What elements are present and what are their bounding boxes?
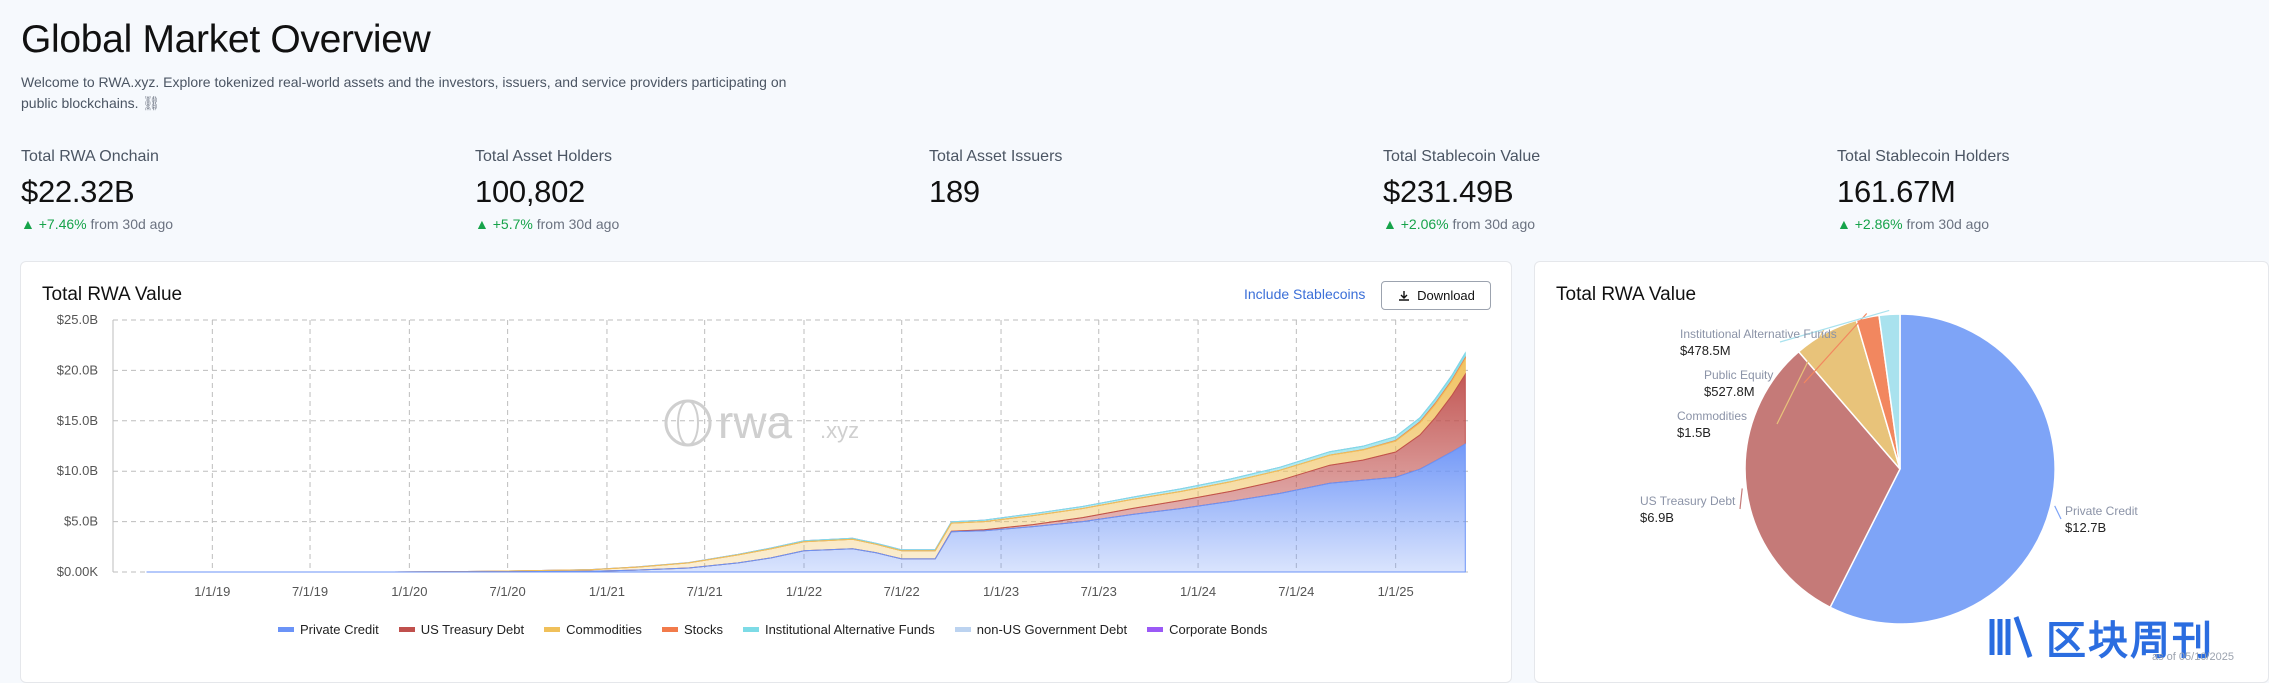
- legend-item[interactable]: Stocks: [661, 622, 723, 637]
- stat-change: ▲ +7.46% from 30d ago: [21, 216, 173, 232]
- pie-card-title: Total RWA Value: [1556, 284, 1697, 305]
- stat-change: ▲ +2.86% from 30d ago: [1837, 216, 2010, 232]
- stat-value: 189: [929, 174, 980, 209]
- up-arrow-icon: ▲: [1383, 216, 1401, 232]
- legend-item[interactable]: Private Credit: [278, 622, 379, 637]
- brand-logo-icon: [1989, 616, 2033, 658]
- stat-change-suffix: from 30d ago: [1452, 216, 1536, 232]
- legend-swatch: [398, 627, 415, 632]
- stat-change-suffix: from 30d ago: [90, 216, 174, 232]
- legend-label: Stocks: [683, 622, 723, 637]
- up-arrow-icon: ▲: [21, 216, 39, 232]
- include-stablecoins-link[interactable]: Include Stablecoins: [1244, 286, 1366, 302]
- as-of-date: as of 05/10/2025: [2152, 651, 2234, 663]
- stat-card: Total RWA Onchain $22.32B ▲ +7.46% from 30…: [21, 148, 173, 232]
- stat-value: 161.67M: [1837, 174, 1956, 209]
- stat-label: Total Asset Holders: [475, 148, 612, 165]
- stat-card: Total Stablecoin Holders 161.67M ▲ +2.86% …: [1837, 148, 2010, 232]
- legend-label: Institutional Alternative Funds: [764, 622, 935, 637]
- area-card-title: Total RWA Value: [42, 284, 183, 305]
- legend-label: Commodities: [566, 622, 642, 637]
- up-arrow-icon: ▲: [475, 216, 493, 232]
- stat-value: 100,802: [475, 174, 585, 209]
- link-icon[interactable]: ⛓: [142, 95, 161, 111]
- download-button[interactable]: Download: [1381, 281, 1491, 310]
- legend-swatch: [661, 627, 678, 632]
- download-label: Download: [1417, 288, 1475, 303]
- stat-label: Total Stablecoin Value: [1383, 148, 1541, 165]
- legend-swatch: [544, 627, 561, 632]
- legend-item[interactable]: US Treasury Debt: [398, 622, 525, 637]
- stat-value: $22.32B: [21, 174, 135, 209]
- brand-logo-text: 区块周刊: [2046, 618, 2214, 664]
- download-icon: [1399, 290, 1410, 301]
- legend-label: Corporate Bonds: [1169, 622, 1268, 637]
- legend-label: non-US Government Debt: [976, 622, 1128, 637]
- stat-change: ▲ +2.06% from 30d ago: [1383, 216, 1540, 232]
- legend-item[interactable]: Corporate Bonds: [1147, 622, 1267, 637]
- legend-swatch: [742, 627, 759, 632]
- legend-item[interactable]: Institutional Alternative Funds: [742, 622, 935, 637]
- legend-swatch: [1147, 627, 1164, 632]
- stat-value: $231.49B: [1383, 174, 1514, 209]
- legend-label: US Treasury Debt: [420, 622, 525, 637]
- legend-swatch: [278, 627, 294, 632]
- stat-change-value: +2.06%: [1400, 216, 1449, 232]
- legend-label: Private Credit: [300, 622, 379, 637]
- stat-card: Total Asset Holders 100,802 ▲ +5.7% from 3…: [475, 148, 619, 232]
- brand-watermark: 区块周刊: [1988, 608, 2214, 666]
- intro-paragraph: Welcome to RWA.xyz. Explore tokenized re…: [21, 74, 787, 111]
- stat-label: Total RWA Onchain: [21, 148, 159, 165]
- stat-change-suffix: from 30d ago: [1906, 216, 1990, 232]
- legend-item[interactable]: non-US Government Debt: [954, 622, 1128, 637]
- stat-change-value: +2.86%: [1854, 216, 1903, 232]
- legend-item[interactable]: Commodities: [544, 622, 642, 637]
- up-arrow-icon: ▲: [1837, 216, 1855, 232]
- intro-text: Welcome to RWA.xyz. Explore tokenized re…: [21, 72, 811, 114]
- stat-change-value: +5.7%: [492, 216, 533, 232]
- area-chart-legend: Private Credit US Treasury Debt Commoditie…: [278, 622, 1267, 637]
- stat-change-value: +7.46%: [38, 216, 87, 232]
- stat-change-suffix: from 30d ago: [536, 216, 620, 232]
- stat-label: Total Asset Issuers: [929, 148, 1063, 165]
- page-title: Global Market Overview: [21, 18, 431, 61]
- stat-change: ▲ +5.7% from 30d ago: [475, 216, 619, 232]
- stat-card: Total Stablecoin Value $231.49B ▲ +2.06% f…: [1383, 148, 1540, 232]
- stat-label: Total Stablecoin Holders: [1837, 148, 2010, 165]
- total-rwa-area-card: [20, 261, 1512, 683]
- legend-swatch: [954, 627, 971, 632]
- stat-card: Total Asset Issuers 189: [929, 148, 1062, 210]
